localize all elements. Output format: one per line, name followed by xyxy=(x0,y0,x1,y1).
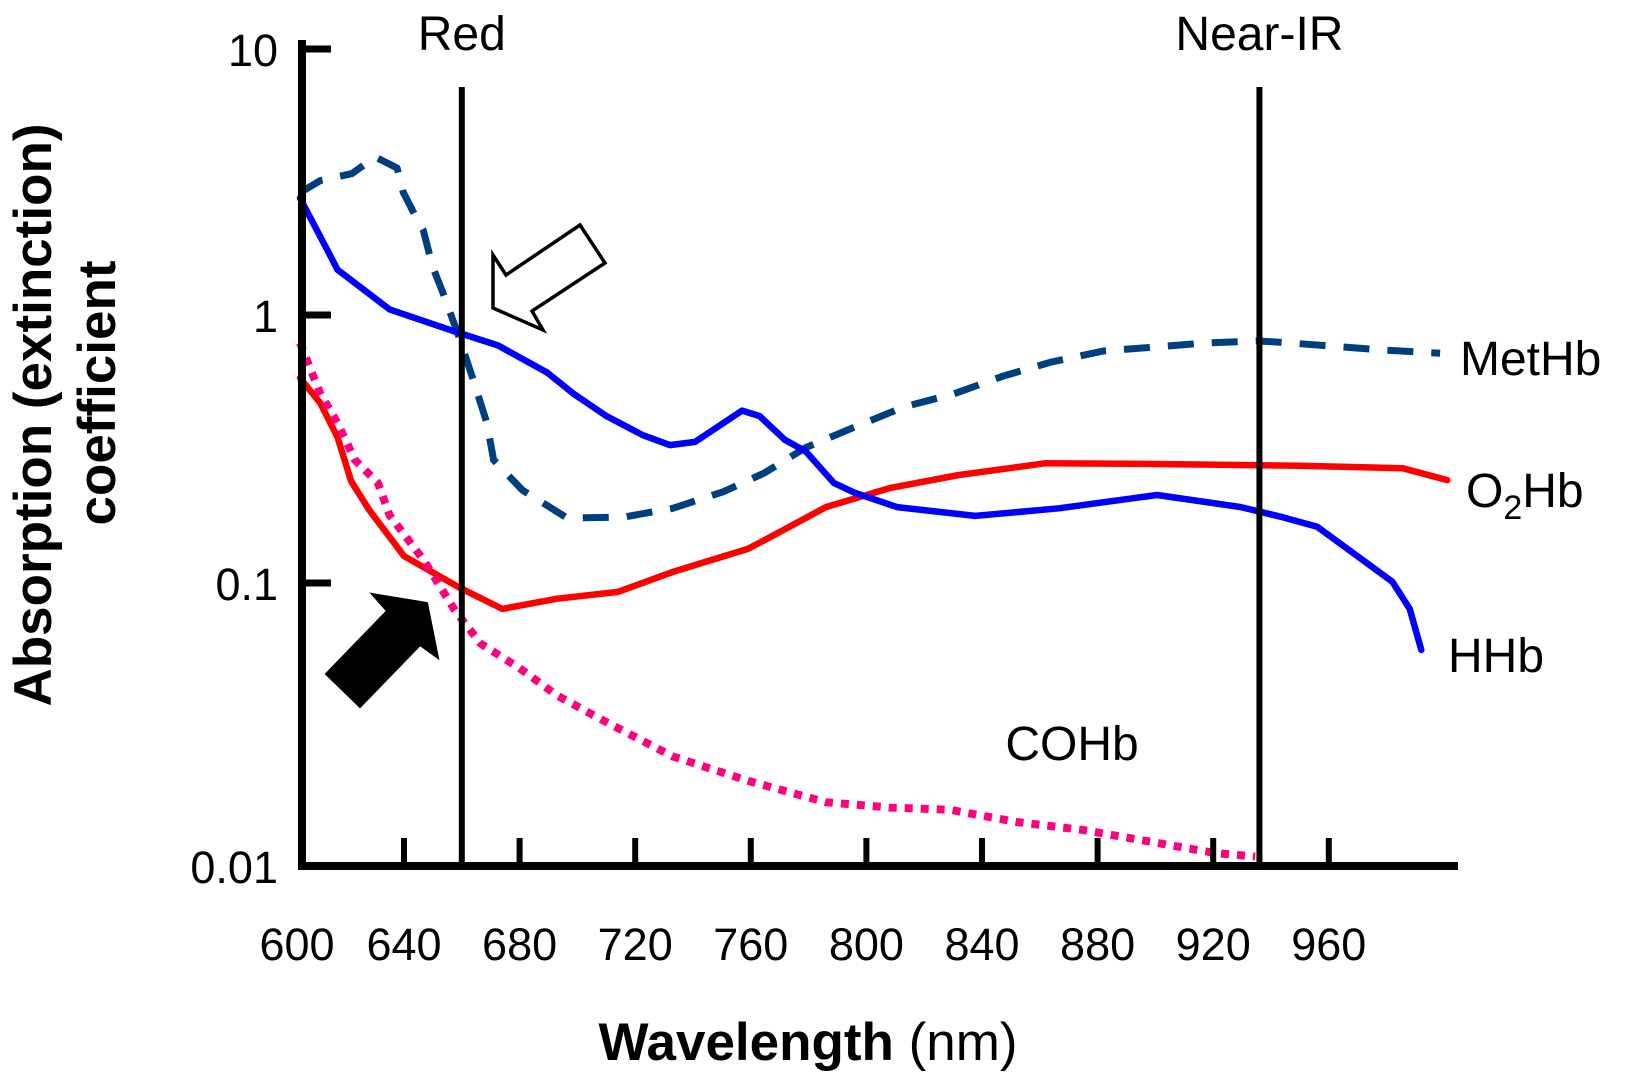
x-tick-label: 880 xyxy=(1060,919,1135,970)
x-tick-label: 720 xyxy=(598,919,673,970)
series-line-o2hb xyxy=(296,374,1451,613)
series-layer xyxy=(296,153,1451,861)
y-tick-label: 10 xyxy=(228,25,278,76)
o2hb-label-hb: Hb xyxy=(1522,465,1583,518)
series-line-methb xyxy=(298,153,1441,522)
x-tick-label: 920 xyxy=(1176,919,1251,970)
y-ticks: 10 1 0.1 0.01 xyxy=(190,25,331,893)
x-tick-label: 600 xyxy=(259,919,334,970)
o2hb-label-o: O xyxy=(1466,465,1503,518)
reference-label-red: Red xyxy=(418,8,506,61)
series-label-cohb: COHb xyxy=(1005,718,1138,771)
x-axis-title-unit: (nm) xyxy=(894,1013,1018,1072)
x-tick-label: 760 xyxy=(713,919,788,970)
y-tick-label: 0.01 xyxy=(190,842,278,893)
series-label-hhb: HHb xyxy=(1448,630,1544,683)
series-line-cohb xyxy=(296,341,1256,861)
hollow-arrow xyxy=(491,222,608,334)
x-axis-title-bold: Wavelength xyxy=(598,1013,893,1072)
o2hb-label-subscript: 2 xyxy=(1503,489,1522,527)
reference-lines: Red Near-IR xyxy=(418,8,1343,866)
x-tick-label: 800 xyxy=(829,919,904,970)
series-label-o2hb: O2Hb xyxy=(1466,465,1584,527)
y-tick-label: 0.1 xyxy=(215,559,278,610)
x-tick-label: 680 xyxy=(482,919,557,970)
x-tick-label: 840 xyxy=(944,919,1019,970)
x-tick-label: 640 xyxy=(366,919,441,970)
x-ticks: 600 640 680 720 760 800 840 880 920 960 xyxy=(259,838,1366,970)
y-axis-title-line-2: coefficient xyxy=(68,260,127,525)
x-axis-title: Wavelength (nm) xyxy=(598,1013,1017,1072)
y-axis-title-line-1: Absorption (extinction) xyxy=(4,124,63,707)
x-tick-label: 960 xyxy=(1291,919,1366,970)
series-label-methb: MetHb xyxy=(1460,333,1601,386)
y-tick-label: 1 xyxy=(253,291,278,342)
series-line-hhb xyxy=(296,194,1425,654)
filled-arrow xyxy=(324,592,440,709)
reference-label-near-ir: Near-IR xyxy=(1175,8,1343,61)
